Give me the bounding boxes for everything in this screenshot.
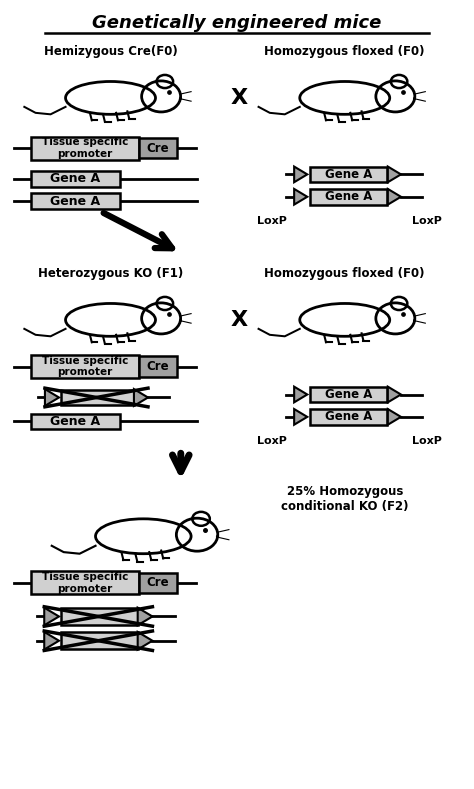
Text: 25% Homozygous
conditional KO (F2): 25% Homozygous conditional KO (F2) bbox=[281, 485, 409, 513]
Text: Cre: Cre bbox=[146, 360, 169, 373]
Polygon shape bbox=[388, 166, 401, 182]
Text: Gene A: Gene A bbox=[325, 410, 372, 424]
FancyBboxPatch shape bbox=[62, 633, 137, 649]
Polygon shape bbox=[388, 409, 401, 424]
Polygon shape bbox=[137, 608, 153, 626]
Text: Gene A: Gene A bbox=[325, 190, 372, 204]
FancyBboxPatch shape bbox=[62, 608, 137, 625]
FancyBboxPatch shape bbox=[31, 193, 120, 209]
FancyBboxPatch shape bbox=[138, 573, 177, 593]
Text: Tissue specific
promoter: Tissue specific promoter bbox=[42, 137, 128, 159]
Text: Hemizygous Cre(F0): Hemizygous Cre(F0) bbox=[44, 45, 177, 58]
Text: X: X bbox=[231, 310, 248, 330]
Text: Genetically engineered mice: Genetically engineered mice bbox=[92, 14, 382, 32]
Text: Cre: Cre bbox=[146, 142, 169, 155]
Text: Gene A: Gene A bbox=[50, 172, 100, 185]
Polygon shape bbox=[134, 389, 148, 406]
Polygon shape bbox=[294, 166, 307, 182]
Polygon shape bbox=[294, 387, 307, 402]
Polygon shape bbox=[44, 632, 59, 649]
Text: LoxP: LoxP bbox=[257, 216, 287, 226]
FancyBboxPatch shape bbox=[31, 571, 138, 594]
FancyBboxPatch shape bbox=[310, 189, 387, 204]
FancyBboxPatch shape bbox=[310, 409, 387, 424]
Text: LoxP: LoxP bbox=[412, 436, 442, 446]
Text: Tissue specific
promoter: Tissue specific promoter bbox=[42, 356, 128, 377]
FancyBboxPatch shape bbox=[310, 387, 387, 402]
FancyBboxPatch shape bbox=[138, 357, 177, 376]
Text: Homozygous floxed (F0): Homozygous floxed (F0) bbox=[264, 267, 425, 280]
FancyBboxPatch shape bbox=[61, 390, 134, 406]
Polygon shape bbox=[294, 409, 307, 424]
Polygon shape bbox=[294, 189, 307, 204]
Text: Cre: Cre bbox=[146, 577, 169, 589]
FancyBboxPatch shape bbox=[138, 138, 177, 159]
Polygon shape bbox=[388, 189, 401, 204]
Text: Homozygous floxed (F0): Homozygous floxed (F0) bbox=[264, 45, 425, 58]
Polygon shape bbox=[388, 387, 401, 402]
Polygon shape bbox=[44, 608, 59, 626]
FancyBboxPatch shape bbox=[31, 171, 120, 187]
Polygon shape bbox=[137, 632, 153, 649]
Text: Tissue specific
promoter: Tissue specific promoter bbox=[42, 572, 128, 593]
Text: LoxP: LoxP bbox=[412, 216, 442, 226]
Text: Gene A: Gene A bbox=[325, 168, 372, 181]
FancyBboxPatch shape bbox=[31, 136, 138, 160]
FancyBboxPatch shape bbox=[31, 355, 138, 378]
Text: LoxP: LoxP bbox=[257, 436, 287, 446]
Text: Heterozygous KO (F1): Heterozygous KO (F1) bbox=[38, 267, 183, 280]
FancyBboxPatch shape bbox=[31, 413, 120, 429]
Text: X: X bbox=[231, 88, 248, 108]
Text: Gene A: Gene A bbox=[50, 415, 100, 428]
Text: Gene A: Gene A bbox=[50, 195, 100, 208]
Text: Gene A: Gene A bbox=[325, 388, 372, 401]
FancyBboxPatch shape bbox=[310, 166, 387, 182]
Polygon shape bbox=[45, 389, 59, 406]
